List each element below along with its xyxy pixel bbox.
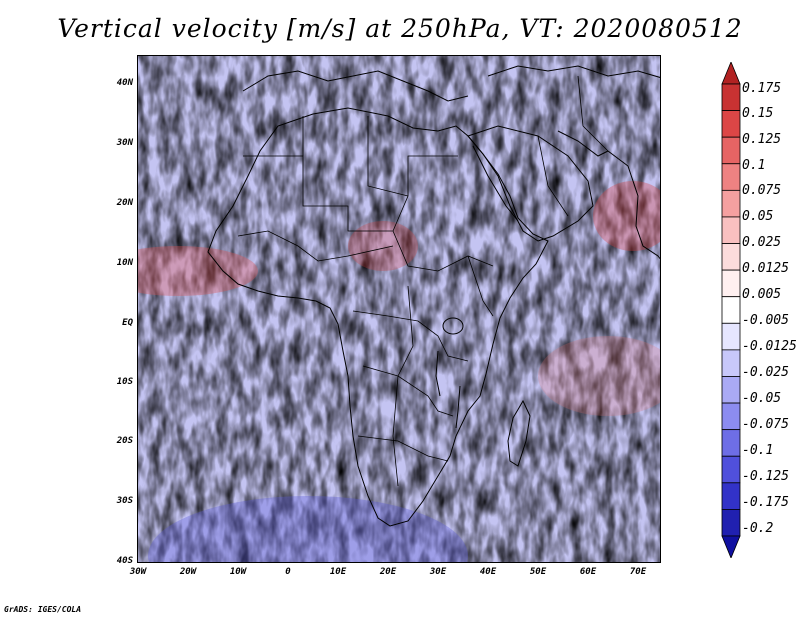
colorbar-box [721, 455, 741, 484]
field-downdraft-texture [138, 56, 660, 562]
border-libya-egypt [367, 116, 409, 197]
lat-label: 20N [116, 198, 133, 208]
lake-victoria [442, 317, 464, 335]
colorbar-box [721, 83, 741, 111]
colorbar-box [721, 482, 741, 510]
border-sudan [392, 230, 494, 272]
colorbar-arrow-bottom [721, 535, 741, 558]
colorbar [721, 62, 741, 558]
madagascar-coastline [507, 399, 531, 467]
colorbar-label: 0.075 [742, 183, 782, 198]
lat-label: 40N [116, 78, 133, 88]
colorbar-box [721, 269, 741, 298]
sahel-updraft [348, 221, 418, 271]
lat-label: 10N [116, 258, 133, 268]
colorbar-box [721, 163, 741, 191]
colorbar-label: -0.2 [742, 521, 774, 536]
border-central-africa [352, 310, 469, 362]
grads-credit: GrADS: IGES/COLA [4, 605, 82, 614]
colorbar-box [721, 322, 741, 351]
border-drc [397, 285, 414, 377]
map-panel [137, 55, 661, 563]
colorbar-label: 0.05 [742, 209, 774, 224]
border-angola-zambia [362, 365, 454, 417]
southern-downdraft-band [148, 496, 468, 562]
colorbar-box [721, 243, 741, 271]
red-sea-coast [472, 145, 519, 222]
lat-label: 20S [116, 436, 133, 446]
border-sahara [243, 155, 458, 232]
country-borders [237, 75, 609, 487]
colorbar-box [721, 349, 741, 377]
colorbar-label: -0.0125 [742, 339, 797, 354]
colorbar-box [721, 189, 741, 218]
arabia-coastline [467, 125, 594, 242]
india-coastline [607, 150, 660, 260]
lon-label: 10W [229, 567, 247, 577]
lon-label: 20W [179, 567, 197, 577]
border-saudi [537, 135, 569, 217]
lon-label: 20E [379, 567, 397, 577]
asia-northern-coastline [487, 65, 660, 78]
lon-label: 60E [579, 567, 597, 577]
border-west-africa [237, 230, 394, 262]
colorbar-label: -0.1 [742, 443, 774, 458]
colorbar-label: 0.025 [742, 235, 782, 250]
colorbar-box [721, 509, 741, 537]
colorbar-label: 0.005 [742, 287, 782, 302]
colorbar-box [721, 376, 741, 404]
lat-label: 10S [116, 377, 133, 387]
lon-label: 10E [329, 567, 347, 577]
colorbar-label: 0.0125 [742, 261, 789, 276]
lon-label: 70E [629, 567, 647, 577]
colorbar-box [721, 216, 741, 244]
map-canvas [138, 56, 660, 562]
colorbar-label: 0.15 [742, 106, 774, 121]
border-namibia-sa [357, 435, 449, 462]
colorbar-arrow-top [721, 62, 741, 85]
lat-label: 30N [116, 138, 133, 148]
lon-label: 30W [129, 567, 147, 577]
lat-label: 40S [116, 556, 133, 566]
map-title: Vertical velocity [m/s] at 250hPa, VT: 2… [57, 14, 743, 43]
lon-label: 0 [285, 567, 291, 577]
colorbar-box [721, 110, 741, 138]
lon-label: 50E [529, 567, 547, 577]
colorbar-label: -0.075 [742, 417, 789, 432]
colorbar-label: 0.175 [742, 81, 782, 96]
lon-label: 30E [429, 567, 447, 577]
colorbar-box [721, 402, 741, 431]
colorbar-label: -0.005 [742, 313, 789, 328]
colorbar-label: -0.125 [742, 469, 789, 484]
colorbar-label: 0.1 [742, 158, 766, 173]
colorbar-label: -0.175 [742, 495, 789, 510]
lake-tanganyika [435, 350, 441, 397]
colorbar-label: -0.025 [742, 365, 789, 380]
border-iran [577, 75, 609, 152]
india-updraft [593, 181, 660, 251]
europe-coastline [242, 70, 469, 102]
colorbar-label: 0.125 [742, 132, 782, 147]
border-botswana [392, 375, 399, 487]
colorbar-box [721, 136, 741, 165]
atlantic-updraft-band [138, 246, 258, 296]
colorbar-label: -0.05 [742, 391, 782, 406]
lon-label: 40E [479, 567, 497, 577]
colorbar-box [721, 296, 741, 324]
indian-ocean-updraft [538, 336, 660, 416]
lat-label: 30S [116, 496, 133, 506]
colorbar-box [721, 429, 741, 457]
border-somalia [467, 255, 494, 317]
coastlines [207, 65, 660, 527]
lake-malawi [455, 385, 461, 429]
africa-coastline [207, 107, 549, 527]
lat-label: EQ [122, 318, 133, 328]
gulf-coastline [557, 130, 609, 157]
